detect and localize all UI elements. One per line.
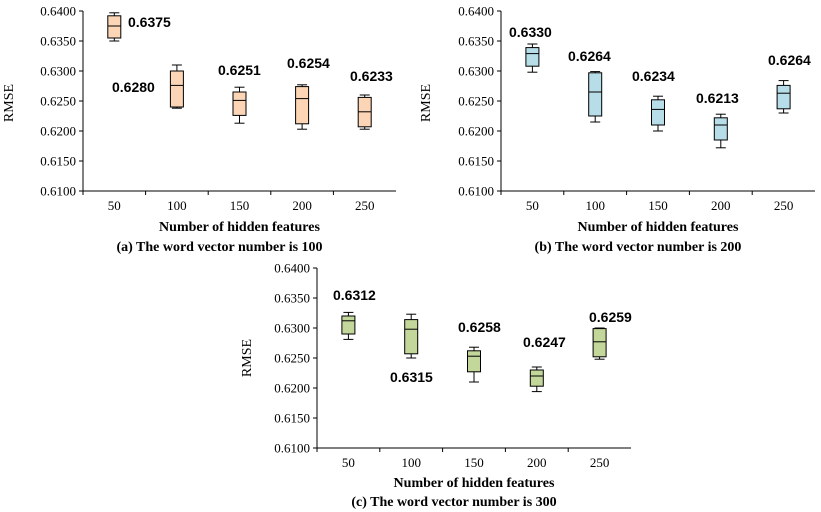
y-tick-label: 0.6300 <box>40 64 76 79</box>
x-axis-title: Number of hidden features <box>394 476 555 491</box>
box-iqr <box>588 72 603 117</box>
y-tick-label: 0.6250 <box>40 94 76 109</box>
box-iqr <box>404 319 419 355</box>
box-iqr <box>467 350 481 373</box>
data-label: 0.6254 <box>287 55 330 71</box>
chart-panel-1: 0.6100 0.6150 0.6200 0.6250 0.6300 0.6350 0.64… <box>2 4 396 255</box>
x-axis-title: Number of hidden features <box>578 220 739 235</box>
box-150: 0.6234 <box>632 68 675 132</box>
y-tick-label: 0.6100 <box>458 184 494 199</box>
data-label: 0.6259 <box>589 309 632 325</box>
panel-caption: (b) The word vector number is 200 <box>535 240 742 255</box>
box-250: 0.6264 <box>768 52 811 114</box>
y-tick-label: 0.6200 <box>274 381 310 396</box>
x-tick-label: 50 <box>526 198 539 213</box>
box-100: 0.6315 <box>390 313 433 385</box>
box-250: 0.6233 <box>350 68 393 130</box>
x-tick-label: 100 <box>401 455 421 470</box>
box-50: 0.6330 <box>509 24 552 73</box>
x-tick-label: 150 <box>230 198 250 213</box>
x-tick-label: 250 <box>355 198 375 213</box>
x-tick-label: 250 <box>774 198 794 213</box>
y-tick-label: 0.6400 <box>40 4 76 19</box>
x-axis-title: Number of hidden features <box>159 220 320 235</box>
data-label: 0.6233 <box>350 68 393 84</box>
box-iqr <box>169 70 184 108</box>
box-iqr <box>776 84 791 110</box>
y-tick-label: 0.6400 <box>458 4 494 19</box>
data-label: 0.6234 <box>632 68 675 84</box>
y-tick-label: 0.6100 <box>40 184 76 199</box>
box-50: 0.6375 <box>107 12 171 42</box>
data-label: 0.6375 <box>128 14 171 30</box>
box-iqr <box>525 47 540 67</box>
y-tick-label: 0.6100 <box>274 441 310 456</box>
box-200: 0.6247 <box>523 334 566 393</box>
box-iqr <box>341 315 356 335</box>
box-100: 0.6280 <box>112 64 184 109</box>
y-axis-title: RMSE <box>419 84 434 122</box>
y-tick-label: 0.6350 <box>274 291 310 306</box>
x-tick-label: 150 <box>648 198 668 213</box>
box-iqr <box>107 15 122 39</box>
y-tick-label: 0.6300 <box>274 321 310 336</box>
y-tick-label: 0.6350 <box>458 34 494 49</box>
y-axis-title: RMSE <box>2 84 17 122</box>
box-iqr <box>529 369 544 387</box>
data-label: 0.6251 <box>218 62 261 78</box>
x-tick-label: 200 <box>527 455 547 470</box>
y-tick-label: 0.6300 <box>458 64 494 79</box>
y-tick-label: 0.6250 <box>458 94 494 109</box>
box-200: 0.6213 <box>696 90 739 149</box>
y-tick-label: 0.6150 <box>458 154 494 169</box>
data-label: 0.6312 <box>333 287 376 303</box>
data-label: 0.6213 <box>696 90 739 106</box>
y-axis-title: RMSE <box>240 339 255 377</box>
x-tick-label: 100 <box>167 198 187 213</box>
data-label: 0.6330 <box>509 24 552 40</box>
box-200: 0.6254 <box>287 55 330 130</box>
box-150: 0.6258 <box>458 319 501 383</box>
box-150: 0.6251 <box>218 62 261 124</box>
x-tick-label: 150 <box>464 455 484 470</box>
panel-caption: (c) The word vector number is 300 <box>351 495 556 510</box>
box-iqr <box>592 328 607 358</box>
box-250: 0.6259 <box>589 309 632 360</box>
data-label: 0.6280 <box>112 79 155 95</box>
y-tick-label: 0.6400 <box>274 261 310 276</box>
box-iqr <box>232 91 247 116</box>
x-tick-label: 250 <box>590 455 610 470</box>
box-iqr <box>295 86 310 125</box>
data-label: 0.6264 <box>768 52 811 68</box>
y-tick-label: 0.6150 <box>40 154 76 169</box>
chart-panel-3: 0.6100 0.6150 0.6200 0.6250 0.6300 0.6350 0.64… <box>240 261 632 511</box>
box-50: 0.6312 <box>333 287 376 340</box>
data-label: 0.6258 <box>458 319 501 335</box>
box-iqr <box>651 99 665 126</box>
x-tick-label: 200 <box>292 198 312 213</box>
y-tick-label: 0.6350 <box>40 34 76 49</box>
chart-panel-2: 0.6100 0.6150 0.6200 0.6250 0.6300 0.6350 0.64… <box>419 4 815 255</box>
y-tick-label: 0.6200 <box>40 124 76 139</box>
data-label: 0.6247 <box>523 334 566 350</box>
panel-caption: (a) The word vector number is 100 <box>116 240 322 255</box>
x-tick-label: 50 <box>342 455 355 470</box>
x-tick-label: 200 <box>711 198 731 213</box>
x-tick-label: 100 <box>585 198 605 213</box>
box-100: 0.6264 <box>568 48 611 123</box>
box-iqr <box>713 117 728 141</box>
data-label: 0.6264 <box>568 48 611 64</box>
x-tick-label: 50 <box>108 198 121 213</box>
y-tick-label: 0.6200 <box>458 124 494 139</box>
y-tick-label: 0.6150 <box>274 411 310 426</box>
y-tick-label: 0.6250 <box>274 351 310 366</box>
data-label: 0.6315 <box>390 369 433 385</box>
